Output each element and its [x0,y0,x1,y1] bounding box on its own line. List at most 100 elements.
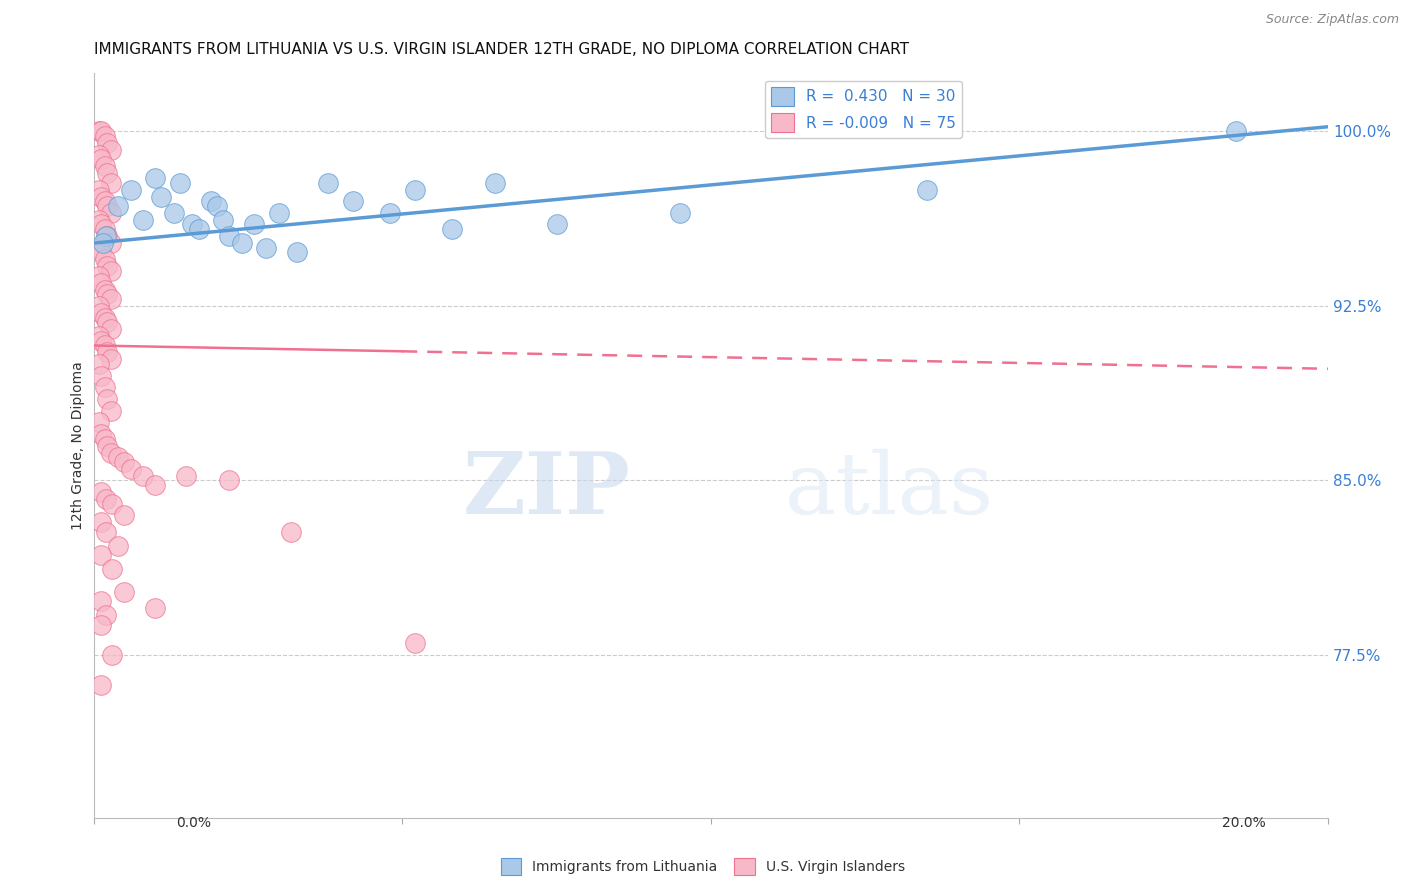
Point [90,617,112,632]
Point [90,276,112,290]
Point [440,222,463,236]
Point [96,392,118,406]
Point [100,352,122,367]
Point [132,212,155,227]
Y-axis label: 12th Grade, No Diploma: 12th Grade, No Diploma [72,361,86,530]
Point [90,485,112,500]
Point [100,445,122,459]
Point [101,562,124,576]
Point [96,439,118,453]
Point [107,199,129,213]
Point [94,229,117,244]
Point [280,524,302,539]
Point [96,287,118,301]
Point [90,334,112,348]
Point [205,199,228,213]
Point [90,124,112,138]
Point [87,329,110,343]
Point [101,648,124,662]
Point [114,585,136,599]
Point [285,245,308,260]
Point [93,129,115,144]
Point [100,206,122,220]
Point [231,236,253,251]
Point [90,594,112,608]
Point [94,524,117,539]
Point [87,241,110,255]
Point [404,183,426,197]
Point [96,260,118,274]
Point [90,368,112,383]
Point [1225,124,1247,138]
Point [669,206,692,220]
Point [150,189,173,203]
Point [90,678,112,692]
Point [243,218,266,232]
Point [90,189,112,203]
Point [174,468,197,483]
Point [187,222,209,236]
Point [90,516,112,530]
Point [114,508,136,523]
Point [96,136,118,150]
Point [87,357,110,371]
Point [93,252,115,267]
Point [91,236,114,251]
Point [87,415,110,429]
Point [96,229,118,244]
Legend: R =  0.430   N = 30, R = -0.009   N = 75: R = 0.430 N = 30, R = -0.009 N = 75 [765,81,963,138]
Point [93,222,115,236]
Point [120,183,142,197]
Text: ZIP: ZIP [463,449,631,533]
Point [93,310,115,325]
Point [114,455,136,469]
Point [181,218,204,232]
Point [90,245,112,260]
Point [100,176,122,190]
Point [404,636,426,650]
Point [90,218,112,232]
Point [100,292,122,306]
Text: IMMIGRANTS FROM LITHUANIA VS U.S. VIRGIN ISLANDER 12TH GRADE, NO DIPLOMA CORRELA: IMMIGRANTS FROM LITHUANIA VS U.S. VIRGIN… [94,42,908,57]
Point [90,306,112,320]
Point [96,345,118,359]
Point [94,608,117,623]
Point [169,176,191,190]
Point [87,183,110,197]
Point [212,212,235,227]
Point [94,492,117,507]
Point [100,322,122,336]
Point [90,426,112,441]
Point [90,548,112,562]
Legend: Immigrants from Lithuania, U.S. Virgin Islanders: Immigrants from Lithuania, U.S. Virgin I… [495,853,911,880]
Point [254,241,277,255]
Point [87,268,110,283]
Point [267,206,290,220]
Point [342,194,364,209]
Point [93,159,115,173]
Point [200,194,222,209]
Point [93,338,115,352]
Point [378,206,401,220]
Point [93,283,115,297]
Point [100,403,122,417]
Text: atlas: atlas [785,449,994,532]
Point [218,474,240,488]
Point [107,539,129,553]
Point [93,194,115,209]
Point [316,176,339,190]
Point [143,478,166,492]
Point [218,229,240,244]
Point [96,315,118,329]
Point [87,212,110,227]
Point [143,601,166,615]
Point [100,236,122,251]
Point [87,147,110,161]
Point [107,450,129,465]
Point [915,183,938,197]
Text: Source: ZipAtlas.com: Source: ZipAtlas.com [1265,13,1399,27]
Point [143,170,166,185]
Text: 0.0%: 0.0% [176,816,211,830]
Point [132,468,155,483]
Point [96,166,118,180]
